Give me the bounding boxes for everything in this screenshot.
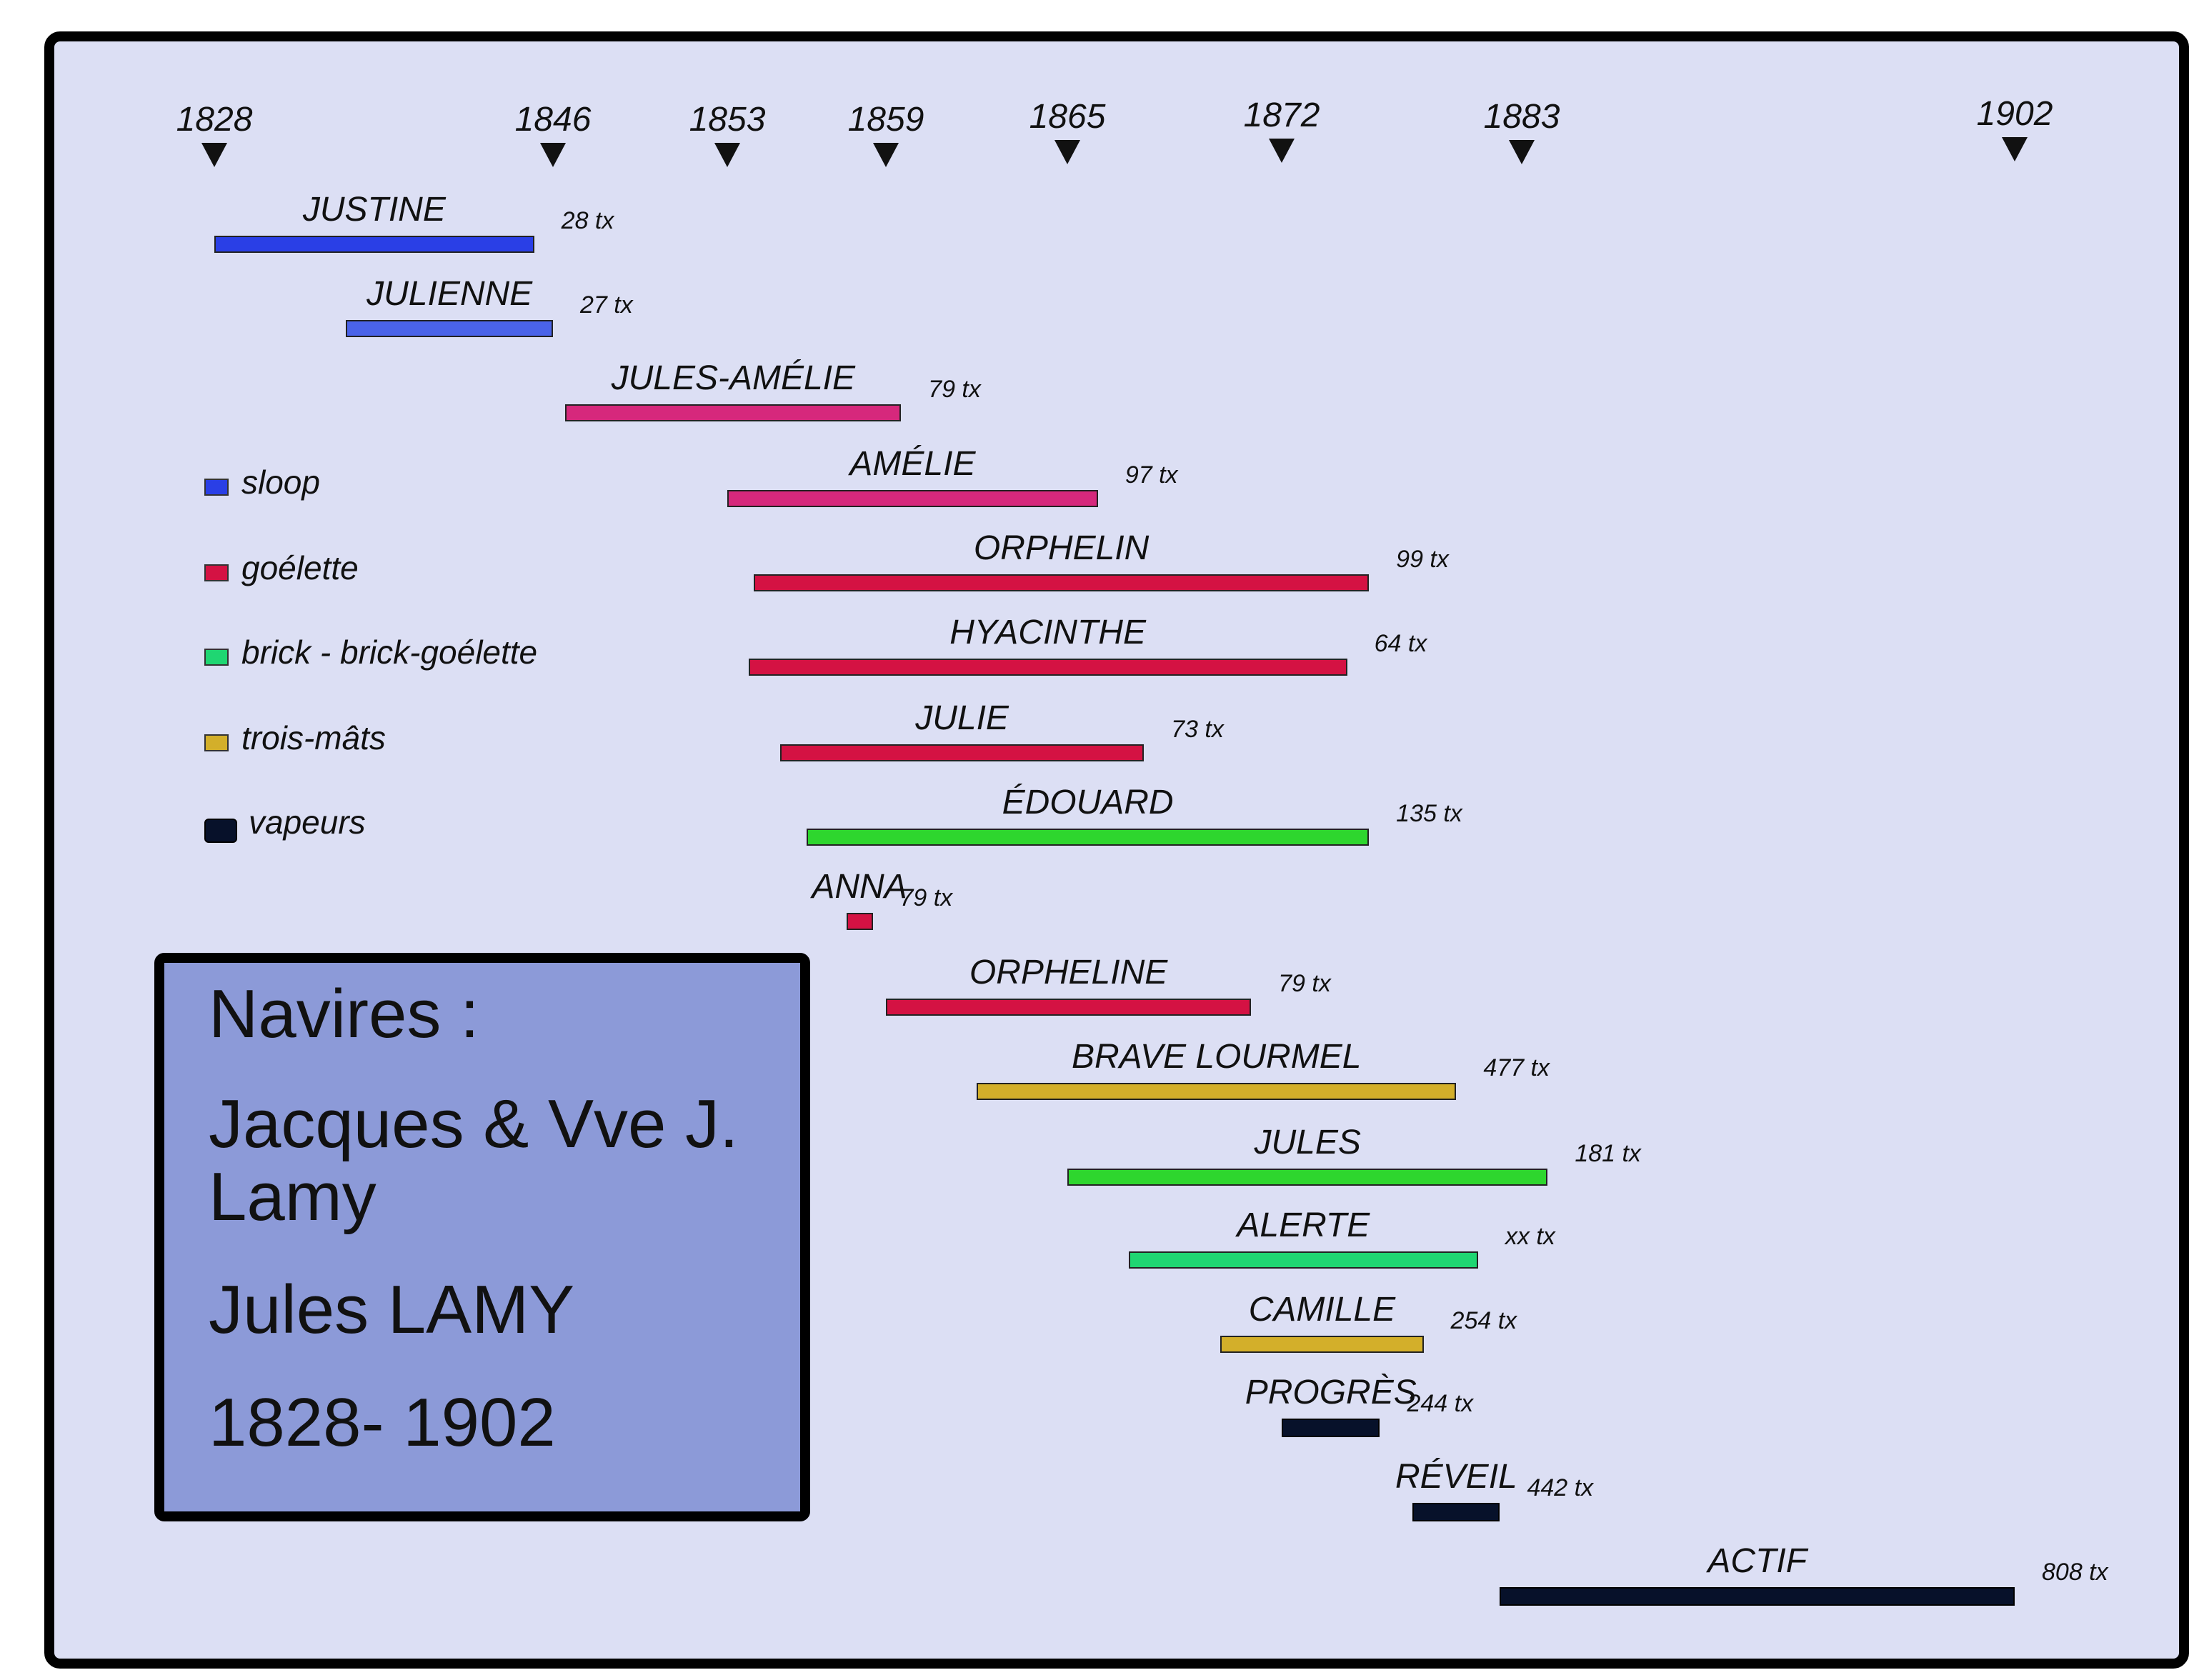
ship-bar [565, 404, 902, 421]
ship-name: HYACINTHE [949, 614, 1146, 651]
year-marker-icon [1269, 139, 1295, 163]
ship-tonnage: 28 tx [561, 207, 614, 234]
title-line-3: Lamy [209, 1159, 377, 1235]
ship-bar [727, 490, 1098, 507]
title-box: Navires : Jacques & Vve J. Lamy Jules LA… [154, 953, 810, 1521]
legend-swatch [204, 564, 229, 581]
year-marker-icon [201, 143, 227, 167]
ship-tonnage: 808 tx [2042, 1559, 2108, 1586]
year-label: 1883 [1483, 98, 1560, 136]
ship-name: PROGRÈS [1245, 1374, 1417, 1411]
ship-bar [214, 236, 534, 253]
ship-tonnage: 135 tx [1396, 800, 1462, 827]
ship-name: JULES-AMÉLIE [611, 359, 856, 397]
title-line-1: Navires : [209, 976, 479, 1052]
ship-name: ALERTE [1237, 1206, 1370, 1244]
ship-name: ORPHELINE [969, 954, 1168, 991]
ship-tonnage: 79 tx [1278, 970, 1331, 997]
year-marker-icon [2002, 137, 2028, 161]
title-line-4: Jules LAMY [209, 1271, 575, 1348]
ship-name: ACTIF [1707, 1542, 1807, 1580]
ship-bar [807, 829, 1370, 846]
ship-tonnage: 442 tx [1527, 1474, 1594, 1501]
year-label: 1902 [1976, 95, 2053, 133]
legend-label: trois-mâts [241, 719, 386, 756]
ship-tonnage: 79 tx [928, 376, 981, 403]
legend-swatch [204, 819, 237, 843]
ship-tonnage: 181 tx [1575, 1140, 1641, 1167]
year-marker-icon [1054, 140, 1080, 164]
ship-name: ANNA [812, 868, 907, 906]
ship-name: RÉVEIL [1395, 1458, 1517, 1496]
title-line-5: 1828- 1902 [209, 1384, 556, 1461]
ship-name: JUSTINE [302, 191, 446, 229]
ship-bar [1220, 1336, 1424, 1353]
legend-label: vapeurs [249, 804, 366, 841]
ship-bar [1128, 1251, 1478, 1269]
ship-tonnage: 64 tx [1374, 630, 1427, 657]
ship-name: JULES [1254, 1124, 1361, 1161]
ship-tonnage: 79 tx [899, 884, 953, 911]
ship-bar [977, 1083, 1457, 1100]
ship-name: JULIENNE [366, 275, 533, 313]
year-label: 1865 [1029, 98, 1106, 136]
ship-bar [1500, 1587, 2015, 1606]
legend-swatch [204, 734, 229, 751]
year-label: 1872 [1243, 96, 1320, 134]
ship-tonnage: 254 tx [1450, 1307, 1517, 1334]
ship-tonnage: 27 tx [580, 291, 633, 319]
ship-bar [780, 744, 1145, 761]
ship-name: JULIE [915, 699, 1009, 737]
legend-label: sloop [241, 464, 320, 501]
ship-tonnage: 97 tx [1125, 461, 1178, 489]
year-label: 1859 [847, 101, 924, 139]
legend-swatch [204, 479, 229, 496]
year-marker-icon [714, 143, 740, 167]
year-marker-icon [1509, 140, 1535, 164]
ship-tonnage: 99 tx [1396, 546, 1449, 573]
title-line-2: Jacques & Vve J. [209, 1086, 739, 1162]
legend-label: goélette [241, 549, 359, 586]
year-label: 1846 [514, 101, 592, 139]
legend-swatch [204, 649, 229, 666]
year-marker-icon [540, 143, 566, 167]
ship-name: ORPHELIN [973, 529, 1150, 567]
ship-tonnage: 477 tx [1483, 1054, 1550, 1081]
year-label: 1828 [176, 101, 253, 139]
ship-bar [1282, 1419, 1380, 1437]
ship-bar [346, 320, 553, 337]
ship-tonnage: xx tx [1505, 1223, 1555, 1250]
ship-tonnage: 73 tx [1171, 716, 1224, 743]
ship-name: CAMILLE [1248, 1291, 1396, 1329]
ship-tonnage: 244 tx [1407, 1390, 1474, 1417]
ship-bar [1067, 1169, 1548, 1186]
ship-bar [754, 574, 1370, 591]
year-label: 1853 [689, 101, 766, 139]
legend-label: brick - brick-goélette [241, 634, 538, 671]
ship-name: AMÉLIE [849, 445, 976, 483]
ship-bar [846, 913, 873, 930]
ship-bar [1412, 1503, 1500, 1521]
ship-bar [886, 999, 1252, 1016]
year-marker-icon [873, 143, 899, 167]
ship-name: ÉDOUARD [1002, 784, 1174, 821]
ship-name: BRAVE LOURMEL [1071, 1038, 1362, 1076]
ship-bar [748, 659, 1347, 676]
